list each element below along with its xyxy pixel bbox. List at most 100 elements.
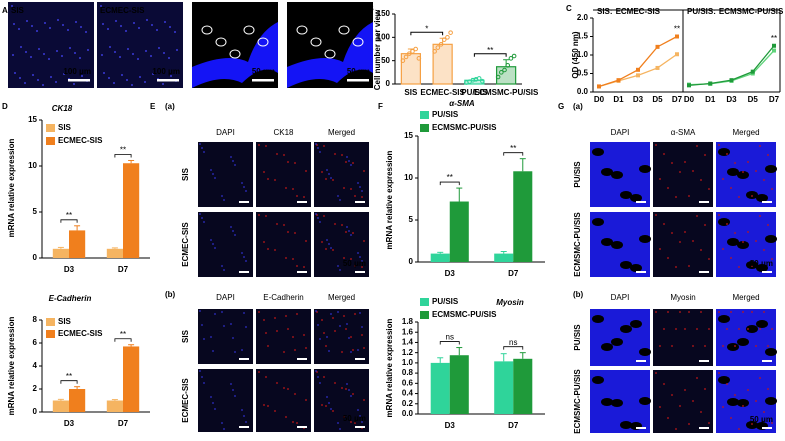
stain — [667, 257, 669, 259]
bar — [106, 248, 123, 258]
scale-bar-label: 50 μm — [750, 415, 773, 424]
marker — [636, 73, 640, 78]
stain — [363, 399, 365, 401]
stain — [700, 411, 702, 413]
stain — [696, 145, 698, 147]
image-label: PU/SIS — [195, 6, 222, 15]
nucleus — [38, 48, 40, 50]
nucleus — [100, 5, 102, 7]
stain — [274, 317, 276, 319]
stain — [726, 153, 728, 155]
x-tick-label: D1 — [705, 95, 716, 104]
micrograph-void — [737, 171, 749, 179]
significance-label: * — [425, 24, 428, 33]
stain — [354, 265, 356, 267]
stain — [675, 428, 677, 430]
panel-letter: D — [2, 102, 8, 111]
stain — [361, 334, 363, 336]
nucleus — [61, 55, 63, 57]
scale-bar — [297, 358, 307, 360]
marker — [655, 65, 660, 70]
stain — [303, 266, 305, 268]
significance-bracket — [410, 31, 444, 36]
stain — [747, 389, 749, 391]
y-tick-label: 1.4 — [402, 338, 414, 347]
nucleus — [346, 226, 348, 228]
marker — [675, 52, 679, 57]
nucleus — [201, 147, 203, 149]
x-tick-label: ECMSMC-PU/SIS — [474, 88, 539, 97]
y-tick-label: 10 — [404, 173, 413, 182]
legend-swatch — [420, 124, 429, 132]
micrograph-void — [718, 218, 730, 226]
nucleus — [44, 22, 46, 24]
stain — [305, 240, 307, 242]
data-point — [448, 30, 453, 35]
nucleus — [199, 310, 201, 312]
stain — [283, 154, 285, 156]
column-header: E-Cadherin — [263, 293, 303, 302]
micrograph — [198, 142, 253, 207]
marker — [772, 43, 776, 48]
micrograph-void — [620, 261, 632, 269]
stain — [287, 388, 289, 390]
nucleus — [221, 195, 223, 197]
stain — [345, 388, 347, 390]
scale-bar — [239, 426, 249, 428]
stain — [265, 145, 267, 147]
legend-label: ECMEC-SIS — [58, 136, 103, 145]
nucleus — [330, 247, 332, 249]
legend-label: PU/SIS — [432, 297, 459, 306]
stain — [325, 405, 327, 407]
row-label: ECMEC-SIS — [181, 378, 190, 423]
bar — [494, 361, 514, 414]
stain — [294, 232, 296, 234]
stain — [325, 248, 327, 250]
nucleus — [73, 83, 75, 85]
legend-label: PU/SIS — [432, 110, 459, 119]
stain — [343, 416, 345, 418]
micrograph-void — [718, 148, 730, 156]
data-point — [480, 78, 485, 84]
nucleus — [234, 234, 236, 236]
stain — [350, 336, 352, 338]
legend-label: PU/SIS: — [687, 7, 716, 16]
micrograph — [256, 212, 311, 277]
nucleus — [115, 20, 117, 22]
stain — [285, 257, 287, 259]
y-tick-label: 8 — [33, 315, 38, 324]
stain — [718, 144, 720, 146]
nucleus — [315, 310, 317, 312]
y-tick-label: 2.0 — [577, 13, 589, 22]
nucleus — [162, 83, 164, 85]
stain — [283, 224, 285, 226]
scale-bar — [762, 271, 772, 273]
nucleus — [348, 337, 350, 339]
nucleus — [203, 382, 205, 384]
stain — [755, 170, 757, 172]
cell-outline — [215, 37, 227, 47]
stain — [663, 328, 665, 330]
y-tick-label: 5 — [409, 215, 414, 224]
nucleus — [359, 312, 361, 314]
nucleus — [164, 21, 166, 23]
y-tick-label: 0.2 — [402, 399, 414, 408]
nucleus — [168, 57, 170, 59]
nucleus — [319, 382, 321, 384]
cell-outline — [352, 37, 364, 47]
stain — [663, 383, 665, 385]
stain — [659, 248, 661, 250]
stain — [679, 405, 681, 407]
scale-bar — [699, 271, 709, 273]
nucleus — [357, 349, 359, 351]
micrograph-void — [718, 376, 730, 384]
stain — [704, 224, 706, 226]
nucleus — [113, 82, 115, 84]
micrograph-void — [639, 348, 651, 356]
stain — [334, 223, 336, 225]
x-tick-label: D7 — [508, 421, 519, 430]
significance-label: ** — [66, 372, 72, 381]
stain — [751, 423, 753, 425]
stain — [323, 376, 325, 378]
data-point — [476, 76, 482, 81]
